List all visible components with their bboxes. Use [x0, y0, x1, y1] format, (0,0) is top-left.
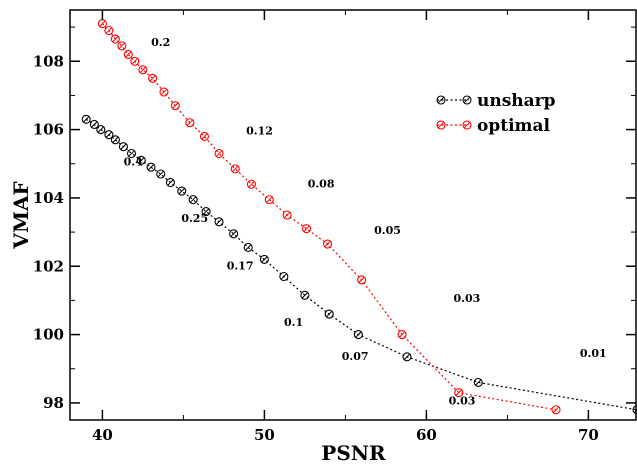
x-tick-label: 50: [254, 426, 275, 444]
annotation-label: 0.17: [227, 260, 254, 273]
data-point: [243, 242, 253, 253]
annotations: 0.2 0.12 0.08 0.05 0.03 0.01 0.4 0.25 0.17 0.1 0.0…: [124, 36, 607, 408]
data-point: [230, 164, 240, 174]
data-point: [165, 177, 175, 188]
data-point: [138, 65, 148, 75]
data-point: [357, 275, 367, 285]
series-line: [101, 23, 557, 411]
data-point: [229, 229, 239, 239]
data-point: [188, 195, 198, 205]
axis-ticks: 40 50 60 70 98 100 102 104 106 108: [33, 10, 636, 444]
data-point: [199, 131, 210, 141]
y-axis-title: VMAF: [9, 181, 33, 249]
y-tick-label: 102: [33, 257, 64, 275]
data-point: [89, 119, 99, 130]
x-axis-title: PSNR: [321, 441, 386, 465]
data-point: [353, 330, 363, 340]
data-point: [118, 142, 129, 152]
y-tick-label: 106: [33, 121, 64, 139]
y-tick-label: 100: [33, 326, 64, 344]
data-point: [264, 195, 274, 205]
annotation-label: 0.25: [181, 212, 208, 225]
plot-marks: 0.2 0.12 0.08 0.05 0.03 0.01 0.4 0.25 0.17 0.1 0.0…: [81, 19, 637, 415]
annotation-label: 0.4: [124, 155, 143, 168]
data-point: [246, 179, 256, 189]
data-point: [300, 290, 310, 300]
data-point: [323, 239, 333, 249]
data-point: [130, 56, 140, 66]
legend: unsharp optimal: [436, 91, 556, 136]
y-tick-label: 98: [43, 394, 64, 412]
x-tick-label: 40: [92, 426, 113, 444]
data-point: [185, 118, 195, 128]
data-point: [81, 114, 91, 124]
annotation-label: 0.03: [449, 395, 476, 408]
data-point: [97, 19, 107, 29]
data-point: [397, 330, 407, 340]
data-point: [301, 224, 312, 234]
legend-marker: [462, 95, 472, 105]
annotation-label: 0.03: [454, 292, 481, 305]
data-point: [473, 377, 483, 387]
data-point: [214, 148, 224, 159]
x-tick-label: 70: [578, 426, 599, 444]
annotation-label: 0.1: [284, 316, 303, 329]
data-point: [170, 101, 180, 111]
legend-marker: [436, 120, 446, 130]
data-point: [201, 207, 211, 217]
data-point: [96, 125, 106, 135]
data-point: [123, 49, 133, 59]
data-point: [136, 155, 146, 165]
annotation-label: 0.05: [374, 224, 401, 237]
data-point: [282, 210, 292, 220]
data-point: [324, 309, 334, 319]
annotation-label: 0.2: [151, 36, 170, 49]
plot-frame: [69, 9, 637, 421]
legend-marker: [462, 120, 472, 130]
data-point: [110, 34, 120, 44]
data-point: [402, 352, 412, 362]
data-point: [159, 87, 169, 97]
data-point: [104, 25, 114, 36]
annotation-label: 0.07: [342, 350, 369, 363]
y-tick-label: 104: [33, 189, 64, 207]
legend-marker: [436, 95, 446, 105]
data-point: [259, 254, 269, 264]
annotation-label: 0.08: [308, 178, 335, 191]
data-point: [156, 169, 166, 179]
data-point: [214, 217, 224, 227]
data-point: [110, 135, 120, 145]
data-point: [551, 405, 561, 415]
data-point: [117, 41, 127, 51]
series-unsharp: [81, 114, 637, 415]
x-tick-label: 60: [416, 426, 437, 444]
data-point: [104, 130, 114, 140]
data-point: [127, 148, 137, 159]
series-optimal: [97, 19, 561, 415]
data-point: [148, 73, 158, 83]
data-point: [279, 271, 289, 282]
data-point: [146, 162, 156, 172]
series-line: [85, 118, 637, 411]
annotation-label: 0.01: [580, 347, 607, 360]
y-tick-label: 108: [33, 52, 64, 70]
data-point: [177, 186, 187, 196]
annotation-label: 0.12: [246, 125, 273, 138]
data-point: [454, 388, 464, 398]
legend-label: optimal: [477, 116, 551, 136]
legend-label: unsharp: [477, 91, 556, 111]
data-point: [632, 405, 637, 415]
legend-item-optimal: optimal: [436, 116, 551, 136]
legend-item-unsharp: unsharp: [436, 91, 556, 111]
